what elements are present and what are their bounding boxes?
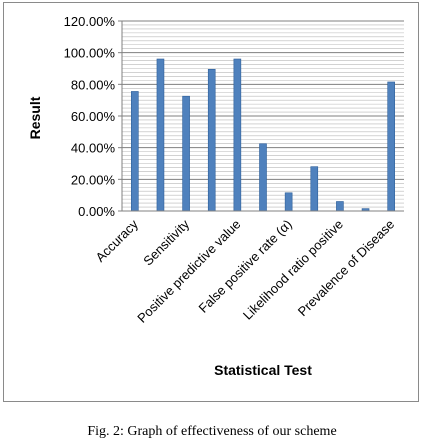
bar-1: [156, 58, 165, 212]
x-tick-label: Likelihood ratio positive: [240, 217, 346, 323]
x-tick-label: Prevalence of Disease: [295, 217, 398, 320]
y-tick-label: 0.00%: [78, 204, 115, 219]
y-tick-label: 100.00%: [64, 46, 116, 61]
bar-8: [336, 201, 344, 212]
figure-caption: Fig. 2: Graph of effectiveness of our sc…: [87, 424, 337, 439]
bar-0: [131, 91, 139, 212]
bar-2: [182, 95, 190, 212]
y-tick-label: 60.00%: [71, 109, 116, 124]
y-tick-label: 120.00%: [64, 14, 116, 29]
y-tick-label: 80.00%: [71, 77, 116, 92]
x-tick-label: False positive rate (α): [196, 217, 295, 316]
y-tick-label: 40.00%: [71, 141, 116, 156]
y-tick-label: 20.00%: [71, 172, 116, 187]
bar-4: [233, 58, 242, 212]
x-tick-label: Positive predictive value: [134, 217, 243, 326]
x-axis-title: Statistical Test: [214, 362, 312, 378]
x-tick-label: Sensitivity: [140, 216, 192, 268]
bar-5: [259, 143, 267, 212]
bar-chart: 0.00% 20.00% 40.00% 60.00% 80.00% 100.00% 120.…: [27, 14, 404, 378]
x-tick-label: Accuracy: [93, 216, 142, 265]
bar-10: [387, 81, 395, 212]
bar-7: [310, 166, 319, 212]
bar-3: [207, 68, 216, 212]
bar-6: [284, 192, 293, 212]
y-axis-title: Result: [27, 96, 43, 139]
